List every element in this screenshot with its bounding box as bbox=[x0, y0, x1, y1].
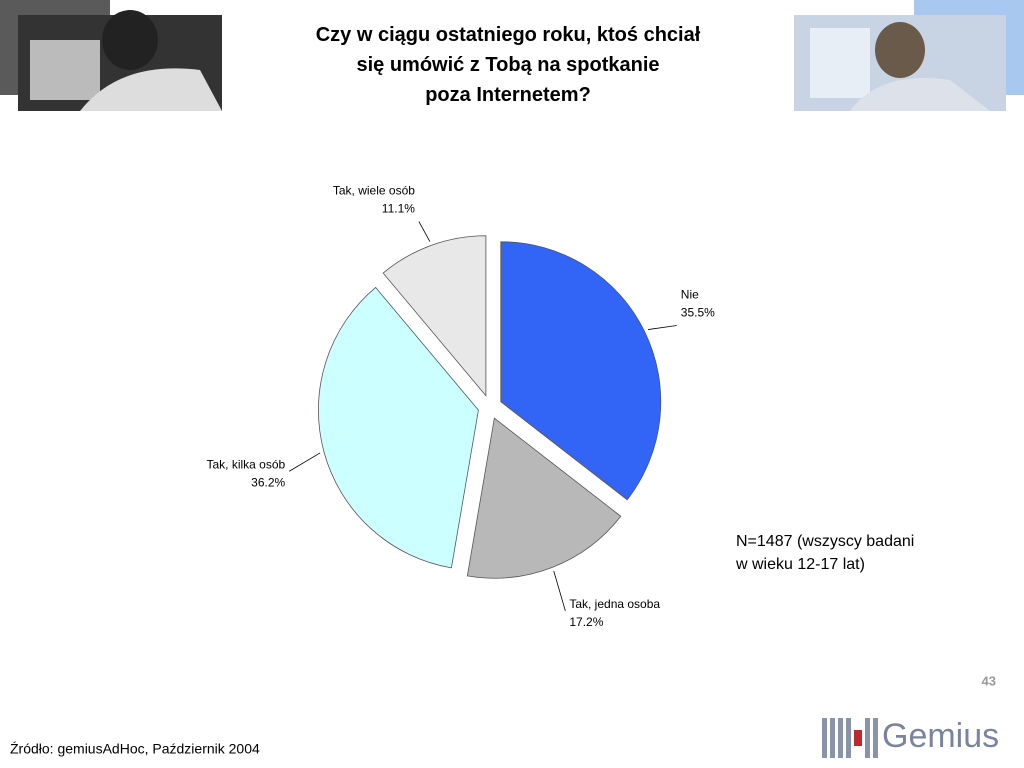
pie-slice bbox=[382, 235, 487, 397]
note-line: N=1487 (wszyscy badani bbox=[736, 533, 914, 550]
page-number: 43 bbox=[982, 673, 996, 688]
photo-right bbox=[794, 15, 1006, 111]
note: N=1487 (wszyscy badani w wieku 12-17 lat) bbox=[735, 533, 914, 573]
slice-label: Tak, jedna osoba bbox=[569, 597, 660, 611]
leader-line bbox=[288, 452, 321, 472]
slice-value: 11.1% bbox=[382, 202, 415, 216]
logo-icon bbox=[822, 718, 878, 758]
pie-slice bbox=[466, 417, 622, 579]
logo-text: Gemius bbox=[882, 717, 999, 755]
source: Źródło: gemiusAdHoc, Październik 2004 bbox=[10, 741, 260, 757]
leader-line bbox=[418, 221, 431, 242]
pie-slice bbox=[500, 241, 662, 501]
photo-left bbox=[18, 10, 222, 111]
slice-label: Tak, wiele osób bbox=[333, 184, 415, 198]
slice-label: Nie bbox=[681, 288, 699, 302]
leader-line bbox=[553, 570, 566, 611]
slice-value: 35.5% bbox=[681, 306, 715, 320]
slice-value: 36.2% bbox=[251, 475, 285, 489]
note-line: w wieku 12-17 lat) bbox=[735, 556, 865, 573]
slice-label: Tak, kilka osób bbox=[206, 457, 285, 471]
pie-slice bbox=[318, 286, 479, 569]
slice-value: 17.2% bbox=[569, 615, 603, 629]
leader-line bbox=[647, 325, 677, 330]
chart-title: Czy w ciągu ostatniego roku, ktoś chciał… bbox=[316, 24, 701, 106]
